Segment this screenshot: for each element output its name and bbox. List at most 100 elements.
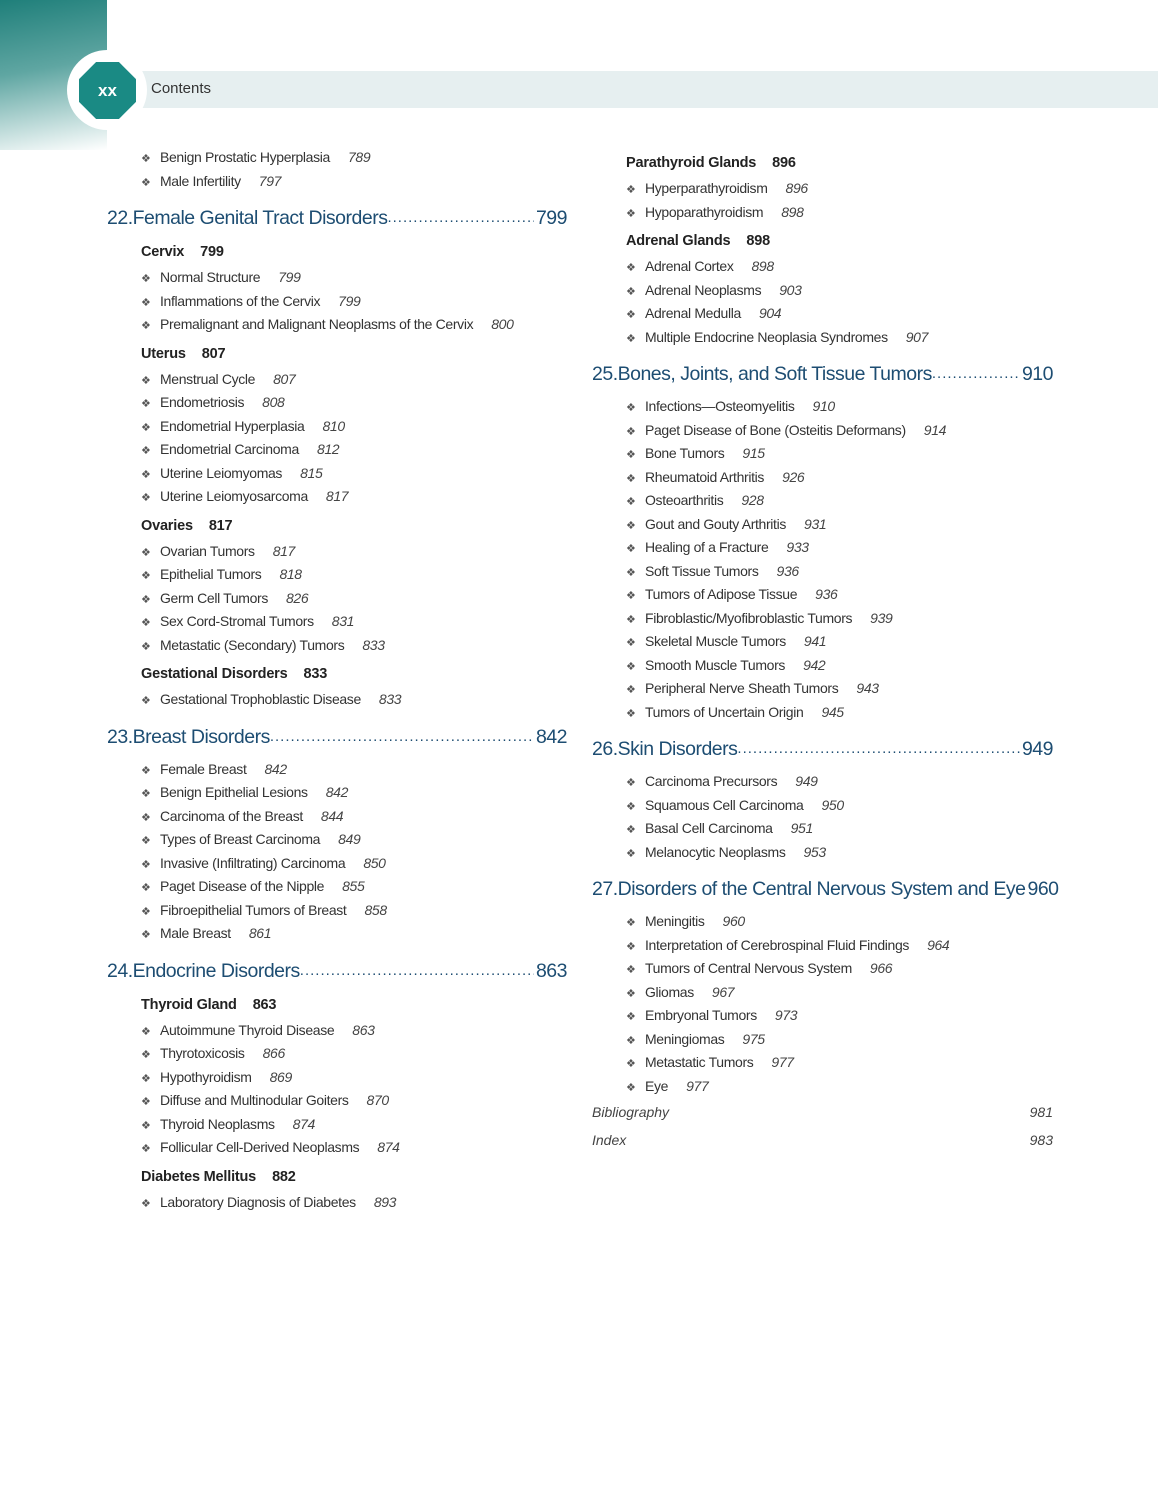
toc-entry[interactable]: ❖ Fibroblastic/Myofibroblastic Tumors 939	[592, 607, 1053, 631]
toc-subheading[interactable]: Adrenal Glands 898	[592, 228, 1053, 255]
toc-entry[interactable]: ❖ Male Breast 861	[107, 922, 567, 946]
toc-entry[interactable]: ❖ Squamous Cell Carcinoma 950	[592, 794, 1053, 818]
toc-entry[interactable]: ❖ Basal Cell Carcinoma 951	[592, 817, 1053, 841]
toc-entry[interactable]: ❖ Metastatic Tumors 977	[592, 1051, 1053, 1075]
toc-subheading[interactable]: Gestational Disorders 833	[107, 661, 567, 688]
toc-chapter[interactable]: 25. Bones, Joints, and Soft Tissue Tumors…	[592, 357, 1054, 391]
toc-entry[interactable]: ❖ Gliomas 967	[592, 981, 1053, 1005]
toc-entry[interactable]: ❖ Thyrotoxicosis 866	[107, 1042, 567, 1066]
toc-entry[interactable]: ❖ Premalignant and Malignant Neoplasms of…	[107, 313, 567, 337]
toc-subheading[interactable]: Uterus 807	[107, 341, 567, 368]
toc-entry[interactable]: ❖ Inflammations of the Cervix 799	[107, 290, 567, 314]
toc-entry[interactable]: ❖ Endometriosis 808	[107, 391, 567, 415]
toc-entry[interactable]: ❖ Types of Breast Carcinoma 849	[107, 828, 567, 852]
toc-entry[interactable]: ❖ Paget Disease of Bone (Osteitis Deforma…	[592, 419, 1053, 443]
toc-entry[interactable]: ❖ Embryonal Tumors 973	[592, 1004, 1053, 1028]
entry-title: Benign Epithelial Lesions	[160, 784, 308, 800]
toc-entry[interactable]: ❖ Germ Cell Tumors 826	[107, 587, 567, 611]
toc-chapter[interactable]: 23.Breast Disorders 842	[107, 720, 568, 754]
toc-entry[interactable]: ❖ Fibroepithelial Tumors of Breast 858	[107, 899, 567, 923]
toc-entry[interactable]: ❖ Infections—Osteomyelitis 910	[592, 395, 1053, 419]
toc-entry[interactable]: ❖ Gestational Trophoblastic Disease 833	[107, 688, 567, 712]
entry-page: 977	[686, 1077, 709, 1094]
toc-entry[interactable]: ❖ Multiple Endocrine Neoplasia Syndromes 9…	[592, 326, 1053, 350]
entry-page: 942	[803, 656, 826, 673]
bullet-icon: ❖	[626, 402, 636, 414]
toc-entry[interactable]: ❖ Laboratory Diagnosis of Diabetes 893	[107, 1191, 567, 1215]
toc-entry[interactable]: ❖ Carcinoma Precursors 949	[592, 770, 1053, 794]
toc-entry[interactable]: ❖ Hyperparathyroidism 896	[592, 177, 1053, 201]
toc-entry[interactable]: ❖ Carcinoma of the Breast 844	[107, 805, 567, 829]
toc-entry[interactable]: ❖ Eye 977	[592, 1075, 1053, 1099]
chapter-number: 22.	[107, 207, 133, 229]
chapter-title: Bones, Joints, and Soft Tissue Tumors	[617, 363, 933, 385]
toc-entry[interactable]: ❖ Follicular Cell-Derived Neoplasms 874	[107, 1136, 567, 1160]
toc-entry[interactable]: ❖ Smooth Muscle Tumors 942	[592, 654, 1053, 678]
toc-entry[interactable]: ❖ Benign Epithelial Lesions 842	[107, 781, 567, 805]
toc-entry[interactable]: ❖ Hypoparathyroidism 898	[592, 201, 1053, 225]
bullet-icon: ❖	[141, 492, 151, 504]
toc-entry[interactable]: ❖ Tumors of Uncertain Origin 945	[592, 701, 1053, 725]
toc-entry[interactable]: ❖ Endometrial Carcinoma 812	[107, 438, 567, 462]
entry-page: 928	[741, 492, 764, 508]
toc-entry[interactable]: ❖ Osteoarthritis 928	[592, 489, 1053, 513]
toc-backmatter[interactable]: Bibliography 981	[592, 1098, 1053, 1126]
toc-entry[interactable]: ❖ Rheumatoid Arthritis 926	[592, 466, 1053, 490]
toc-entry[interactable]: ❖ Benign Prostatic Hyperplasia 789	[107, 146, 567, 170]
toc-entry[interactable]: ❖ Melanocytic Neoplasms 953	[592, 841, 1053, 865]
toc-entry[interactable]: ❖ Ovarian Tumors 817	[107, 540, 567, 564]
toc-entry[interactable]: ❖ Autoimmune Thyroid Disease 863	[107, 1019, 567, 1043]
bullet-icon: ❖	[141, 421, 151, 434]
toc-entry[interactable]: ❖ Tumors of Central Nervous System 966	[592, 957, 1053, 981]
toc-entry[interactable]: ❖ Epithelial Tumors 818	[107, 563, 567, 587]
toc-subheading[interactable]: Diabetes Mellitus 882	[107, 1164, 567, 1191]
toc-subheading[interactable]: Thyroid Gland 863	[107, 992, 567, 1019]
toc-entry[interactable]: ❖ Male Infertility 797	[107, 170, 567, 194]
entry-title: Osteoarthritis	[645, 492, 724, 508]
toc-entry[interactable]: ❖ Sex Cord-Stromal Tumors 831	[107, 610, 567, 634]
bullet-icon: ❖	[141, 468, 151, 481]
toc-entry[interactable]: ❖ Uterine Leiomyosarcoma 817	[107, 485, 567, 509]
toc-entry[interactable]: ❖ Diffuse and Multinodular Goiters 870	[107, 1089, 567, 1113]
toc-entry[interactable]: ❖ Skeletal Muscle Tumors 941	[592, 630, 1053, 654]
toc-subheading[interactable]: Parathyroid Glands 896	[592, 150, 1053, 177]
entry-title: Squamous Cell Carcinoma	[645, 796, 804, 813]
toc-entry[interactable]: ❖ Gout and Gouty Arthritis 931	[592, 513, 1053, 537]
toc-backmatter[interactable]: Index 983	[592, 1126, 1053, 1154]
toc-entry[interactable]: ❖ Adrenal Medulla 904	[592, 302, 1053, 326]
toc-entry[interactable]: ❖ Menstrual Cycle 807	[107, 368, 567, 392]
toc-entry[interactable]: ❖ Female Breast 842	[107, 758, 567, 782]
bullet-icon: ❖	[141, 617, 151, 629]
toc-entry[interactable]: ❖ Endometrial Hyperplasia 810	[107, 415, 567, 439]
toc-entry[interactable]: ❖ Paget Disease of the Nipple 855	[107, 875, 567, 899]
toc-subheading[interactable]: Ovaries 817	[107, 513, 567, 540]
toc-entry[interactable]: ❖ Invasive (Infiltrating) Carcinoma 850	[107, 852, 567, 876]
toc-entry[interactable]: ❖ Adrenal Cortex 898	[592, 255, 1053, 279]
toc-entry[interactable]: ❖ Adrenal Neoplasms 903	[592, 279, 1053, 303]
toc-chapter[interactable]: 22.Female Genital Tract Disorders 799	[107, 201, 568, 235]
toc-entry[interactable]: ❖ Hypothyroidism 869	[107, 1066, 567, 1090]
toc-subheading[interactable]: Cervix 799	[107, 239, 567, 266]
bullet-icon: ❖	[626, 940, 636, 953]
toc-entry[interactable]: ❖ Normal Structure 799	[107, 266, 567, 290]
toc-entry[interactable]: ❖ Interpretation of Cerebrospinal Fluid F…	[592, 934, 1053, 958]
toc-entry[interactable]: ❖ Healing of a Fracture 933	[592, 536, 1053, 560]
toc-entry[interactable]: ❖ Soft Tissue Tumors 936	[592, 560, 1053, 584]
chapter-page: 910	[1021, 363, 1054, 385]
entry-title: Metastatic (Secondary) Tumors	[160, 636, 345, 653]
subheading-page: 817	[208, 517, 233, 534]
toc-entry[interactable]: ❖ Uterine Leiomyomas 815	[107, 462, 567, 486]
toc-entry[interactable]: ❖ Peripheral Nerve Sheath Tumors 943	[592, 677, 1053, 701]
toc-entry[interactable]: ❖ Thyroid Neoplasms 874	[107, 1113, 567, 1137]
toc-entry[interactable]: ❖ Bone Tumors 915	[592, 442, 1053, 466]
entry-page: 808	[262, 394, 285, 410]
toc-entry[interactable]: ❖ Tumors of Adipose Tissue 936	[592, 583, 1053, 607]
toc-chapter[interactable]: 24.Endocrine Disorders 863	[107, 954, 568, 988]
chapter-title: Female Genital Tract Disorders	[132, 207, 388, 229]
toc-chapter[interactable]: 26.Skin Disorders 949	[592, 732, 1054, 766]
toc-entry[interactable]: ❖ Metastatic (Secondary) Tumors 833	[107, 634, 567, 658]
toc-entry[interactable]: ❖ Meningiomas 975	[592, 1028, 1053, 1052]
entry-title: Types of Breast Carcinoma	[160, 831, 321, 847]
toc-chapter[interactable]: 27. Disorders of the Central Nervous Syst…	[592, 872, 1059, 906]
toc-entry[interactable]: ❖ Meningitis 960	[592, 910, 1053, 934]
